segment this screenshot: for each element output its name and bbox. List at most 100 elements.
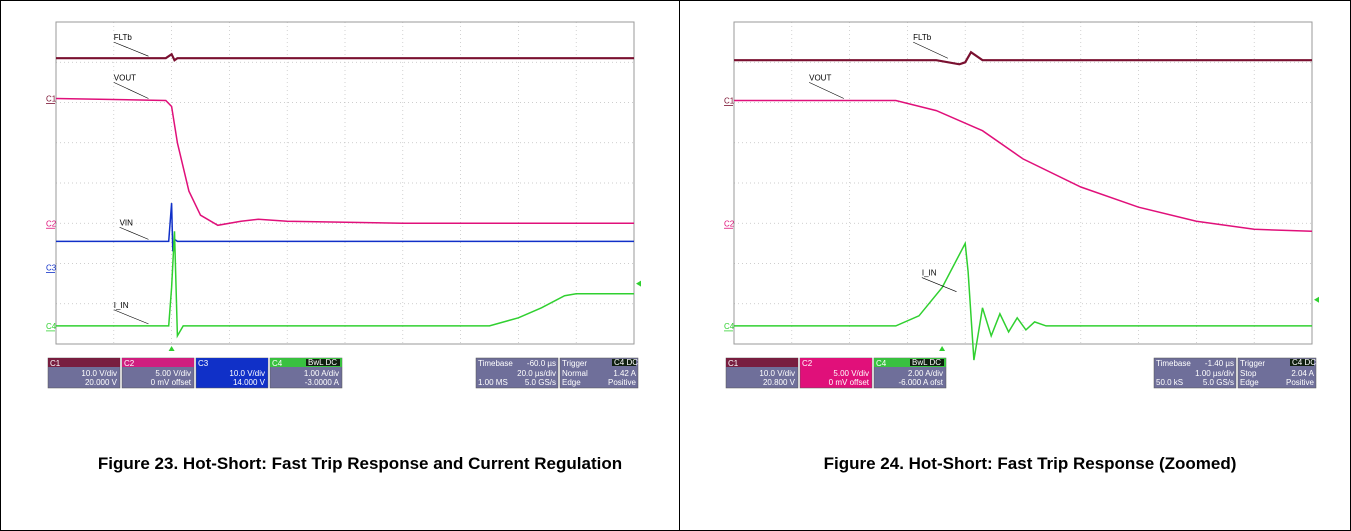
channel-marker-c4: C4 [46,322,57,331]
channel-box-name: C3 [198,359,209,368]
trigger-title: Trigger [562,359,587,368]
channel-scale: 2.00 A/div [908,369,943,378]
trace-label-leader [119,226,149,240]
channel-box-header [48,358,120,367]
trigger-type: Edge [562,378,581,387]
channel-marker-c4: C4 [724,322,735,331]
channel-marker-c1: C1 [46,94,57,103]
trigger-box: Trigger C4 DC Normal 1.42 A Edge Positive [559,357,639,389]
timebase-title: Timebase [1156,359,1191,368]
caption-fig23: Figure 23. Hot-Short: Fast Trip Response… [97,454,623,473]
timebase-bg [1153,357,1237,389]
timebase-scale: 20.0 µs/div [517,369,556,378]
channel-box-c4: C4 BwL DC 2.00 A/div-6.000 A ofst [873,357,947,389]
timebase-samples: 1.00 MS [478,378,508,387]
trigger-mode: Stop [1240,369,1257,378]
column-divider [679,0,680,531]
trigger-level-marker [636,280,641,287]
trace-label-iin: I_IN [114,301,129,310]
timebase-title: Timebase [478,359,513,368]
channel-badge-text: BwL DC [308,358,337,367]
trace-fltb [56,52,634,62]
trigger-level-marker [1314,296,1319,303]
channel-box-header [196,358,268,367]
timebase-box: Timebase -1.40 µs1.00 µs/div 50.0 kS 5.0 GS… [1153,357,1237,389]
trigger-level: 2.04 A [1291,369,1314,378]
channel-badge-text: BwL DC [912,358,941,367]
trace-label-leader [113,82,149,99]
trace-label-vout: VOUT [114,73,136,82]
trace-vout [734,99,1313,233]
channel-box-header [122,358,194,367]
channel-box-header [800,358,872,367]
channel-offset: 14.000 V [233,378,266,387]
trace-label-leader [921,277,957,292]
trace-iin [734,240,1312,361]
trace-vout [55,97,634,227]
channel-marker-c2: C2 [724,219,735,228]
trace-label-fltb: FLTb [913,33,932,42]
trigger-time-marker [168,346,175,351]
trigger-level: 1.42 A [613,369,636,378]
timebase-rate: 5.0 GS/s [1203,378,1234,387]
channel-badge [306,359,340,366]
channel-box-name: C4 [876,359,887,368]
trace-label-fltb: FLTb [114,33,133,42]
channel-offset: -6.000 A ofst [899,378,944,387]
trigger-badge [612,359,636,366]
channel-scale: 10.0 V/div [229,369,265,378]
trace-label-leader [913,41,948,59]
trace-label-leader [113,309,149,325]
scope-panel-right: C1 C2 C4 FLTb VOUT I_IN C1 10.0 V/div 20.800 V C2… [700,12,1344,390]
channel-scale: 1.00 A/div [304,369,339,378]
trace-label-iin: I_IN [922,269,937,278]
channel-marker-c2: C2 [46,219,57,228]
channel-offset: 20.800 V [763,378,796,387]
timebase-value: -1.40 µs [1205,359,1234,368]
trigger-type: Edge [1240,378,1259,387]
channel-offset: 0 mV offset [829,378,870,387]
channel-marker-c3: C3 [46,264,57,273]
channel-scale: 5.00 V/div [833,369,869,378]
channel-scale: 5.00 V/div [155,369,191,378]
trace-label-vin: VIN [120,218,134,227]
channel-box-header [726,358,798,367]
trigger-slope: Positive [608,378,637,387]
channel-badge [910,359,944,366]
plot-border [733,21,1313,345]
trigger-title: Trigger [1240,359,1265,368]
trace-iin [56,231,634,339]
trace-fltb [734,50,1312,66]
timebase-value: -60.0 µs [527,359,556,368]
channel-box-name: C4 [272,359,283,368]
caption-fig24: Figure 24. Hot-Short: Fast Trip Response… [823,454,1237,473]
timebase-bg [475,357,559,389]
channel-box-name: C2 [802,359,813,368]
timebase-scale: 1.00 µs/div [1195,369,1234,378]
channel-box-name: C1 [50,359,61,368]
channel-scale: 10.0 V/div [81,369,117,378]
trigger-mode: Normal [562,369,588,378]
channel-box-name: C1 [728,359,739,368]
timebase-rate: 5.0 GS/s [525,378,556,387]
scope-panel-left: C1 C2 C3 C4 FLTb VOUT VIN I_IN C1 10.0 V/div 20.00… [22,12,666,390]
trigger-box: Trigger C4 DC Stop 2.04 A Edge Positive [1237,357,1317,389]
channel-box-name: C2 [124,359,135,368]
trace-label-leader [809,82,844,99]
channel-marker-c1: C1 [724,96,735,105]
timebase-samples: 50.0 kS [1156,378,1183,387]
trigger-badge [1290,359,1314,366]
trigger-time-marker [939,346,946,351]
trace-label-vout: VOUT [809,73,831,82]
channel-box-c4: C4 BwL DC 1.00 A/div-3.0000 A [269,357,343,389]
channel-offset: 20.000 V [85,378,118,387]
channel-offset: -3.0000 A [305,378,340,387]
